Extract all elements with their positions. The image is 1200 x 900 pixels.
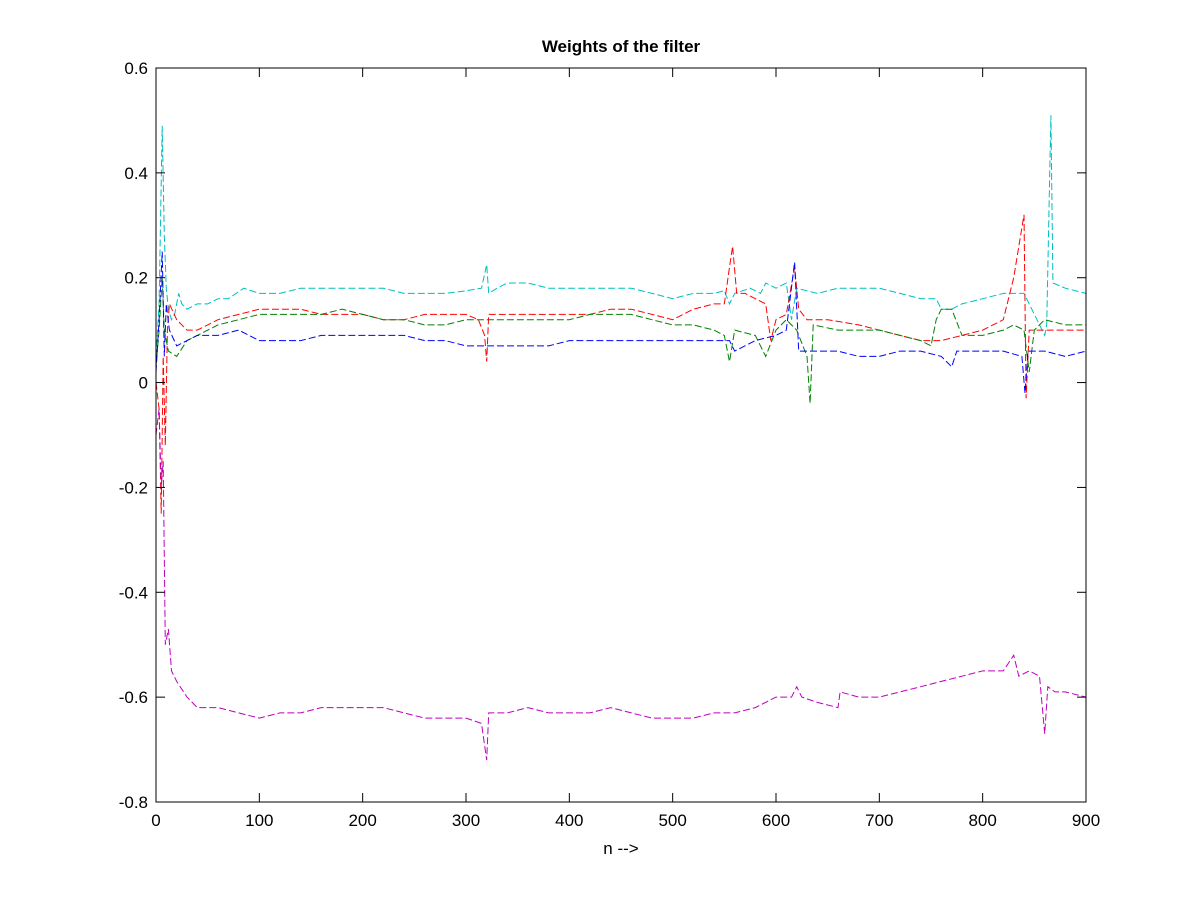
series-line-1 (155, 115, 1087, 357)
y-tick-label: -0.2 (119, 478, 148, 497)
x-tick-label: 700 (865, 811, 893, 830)
series-line-3 (155, 277, 1086, 404)
y-tick-label: 0.4 (124, 164, 148, 183)
x-tick-label: 200 (348, 811, 376, 830)
series-line-5 (155, 408, 1087, 761)
series-line-4 (155, 251, 1087, 394)
x-tick-label: 600 (762, 811, 790, 830)
x-tick-label: 500 (658, 811, 686, 830)
x-tick-label: 0 (151, 811, 160, 830)
plot-area-background (156, 68, 1086, 802)
y-tick-label: 0 (139, 374, 148, 393)
series-layer (155, 115, 1087, 761)
x-tick-label: 300 (452, 811, 480, 830)
x-tick-label: 800 (968, 811, 996, 830)
y-tick-label: -0.4 (119, 583, 148, 602)
x-tick-label: 400 (555, 811, 583, 830)
tick-layer: 0 100 200 300 400 500 600 700 800 900 -0.8 -0.6 -0.4… (119, 59, 1100, 830)
y-tick-label: -0.6 (119, 688, 148, 707)
plot-area-frame (155, 67, 1087, 803)
y-tick-label: 0.2 (124, 269, 148, 288)
x-tick-label: 100 (245, 811, 273, 830)
x-tick-label: 900 (1072, 811, 1100, 830)
y-tick-label: 0.6 (124, 59, 148, 78)
y-tick-label: -0.8 (119, 793, 148, 812)
x-axis-label: n --> (603, 839, 639, 858)
chart-title: Weights of the filter (542, 37, 701, 56)
